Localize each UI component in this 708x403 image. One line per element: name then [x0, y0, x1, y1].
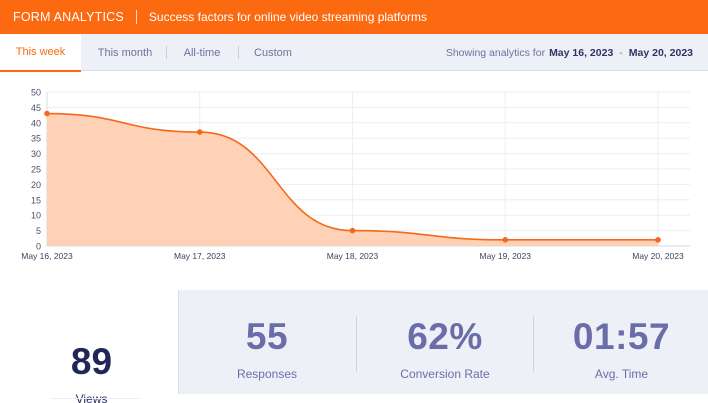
tab-this-week[interactable]: This week — [0, 34, 81, 72]
range-end-date: May 20, 2023 — [628, 46, 693, 59]
data-point — [502, 237, 509, 243]
form-subtitle: Success factors for online video streami… — [148, 10, 428, 24]
header-divider — [135, 10, 137, 24]
data-point — [44, 110, 50, 117]
tab-all-time[interactable]: All-time — [183, 46, 221, 59]
x-tick-label: May 16, 2023 — [21, 251, 73, 261]
y-tick-label: 15 — [31, 195, 41, 205]
stat-divider — [356, 316, 357, 372]
y-tick-label: 30 — [31, 149, 41, 159]
tab-custom[interactable]: Custom — [254, 46, 292, 59]
series-area — [47, 113, 658, 246]
stat-views-card[interactable]: 89 Views — [5, 315, 178, 403]
tab-divider — [166, 46, 167, 59]
views-label: Views — [75, 392, 108, 403]
x-tick-label: May 17, 2023 — [174, 251, 226, 261]
stats-section: 89 Views 55 Responses 62% Conversion Rat… — [0, 290, 708, 403]
data-point — [349, 227, 356, 234]
avg-time-value: 01:57 — [572, 316, 671, 357]
top-header-bar: FORM ANALYTICS Success factors for onlin… — [0, 0, 708, 34]
range-start-date: May 16, 2023 — [549, 46, 614, 59]
app-title: FORM ANALYTICS — [13, 10, 124, 24]
y-tick-label: 10 — [31, 211, 41, 221]
x-tick-label: May 19, 2023 — [479, 251, 531, 261]
stat-divider — [533, 316, 534, 372]
series-line — [46, 112, 658, 241]
date-filter-tabs: This week This month All-time Custom Sho… — [0, 34, 708, 72]
stats-panel: 55 Responses 62% Conversion Rate 01:57 A… — [178, 290, 708, 394]
y-tick-label: 45 — [31, 103, 41, 113]
data-point — [196, 129, 203, 135]
views-value: 89 — [70, 341, 113, 382]
y-tick-label: 50 — [31, 88, 41, 98]
x-tick-label: May 20, 2023 — [632, 251, 684, 261]
tab-this-month[interactable]: This month — [97, 46, 153, 59]
data-point — [655, 237, 661, 243]
stat-conversion-card[interactable]: 62% Conversion Rate — [357, 290, 533, 394]
chart-svg: 0 5 10 15 20 25 30 35 40 45 50 May 16, 2023 May 17, … — [21, 88, 690, 261]
range-prefix: Showing analytics for — [445, 46, 546, 59]
views-chart: 0 5 10 15 20 25 30 35 40 45 50 May 16, 2023 May 17, … — [0, 80, 708, 270]
range-dash: - — [619, 46, 623, 59]
stat-avg-time-card[interactable]: 01:57 Avg. Time — [534, 290, 708, 394]
y-tick-label: 35 — [31, 134, 41, 144]
tab-divider — [238, 46, 239, 59]
y-tick-label: 40 — [31, 118, 41, 128]
x-tick-label: May 18, 2023 — [327, 251, 379, 261]
date-range-display: Showing analytics for May 16, 2023 - May… — [446, 34, 693, 71]
responses-value: 55 — [245, 316, 289, 357]
responses-label: Responses — [236, 367, 298, 381]
conversion-label: Conversion Rate — [400, 367, 490, 381]
y-tick-label: 25 — [31, 165, 41, 175]
stat-responses-card[interactable]: 55 Responses — [179, 290, 355, 394]
y-tick-label: 0 — [36, 242, 41, 252]
conversion-value: 62% — [407, 316, 483, 357]
avg-time-label: Avg. Time — [594, 367, 649, 381]
y-tick-label: 5 — [36, 226, 41, 236]
y-tick-label: 20 — [31, 180, 41, 190]
